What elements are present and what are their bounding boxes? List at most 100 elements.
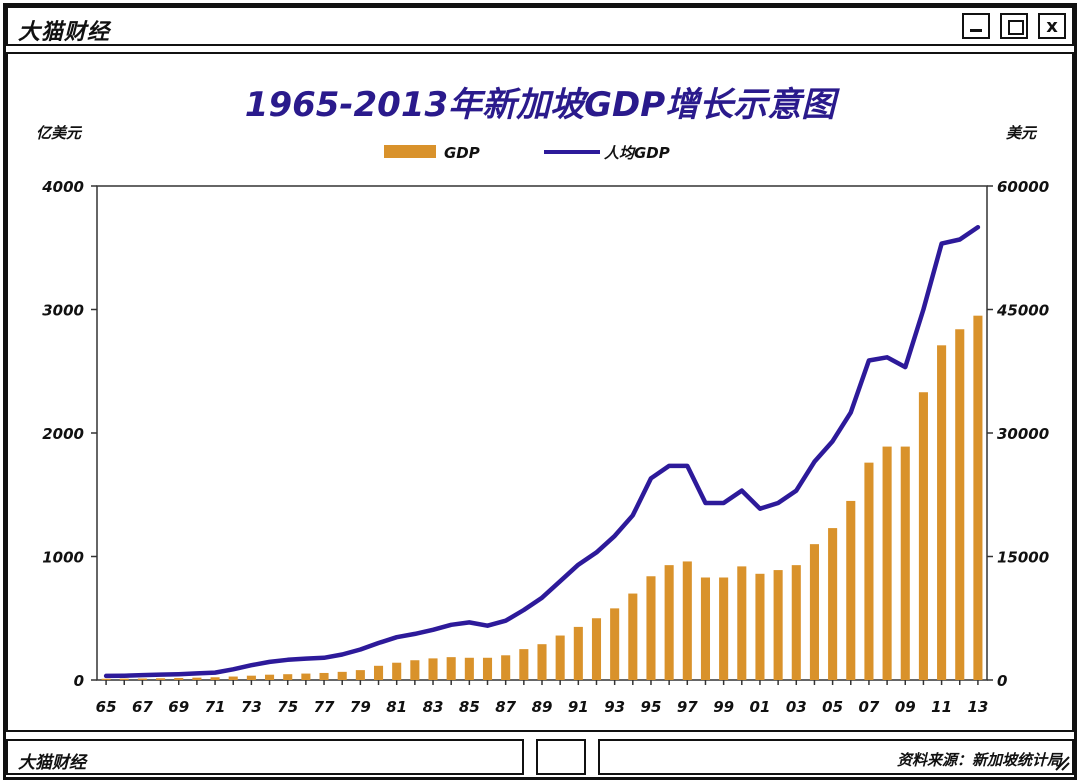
right-axis-tick-label: 60000 [997,178,1049,196]
gdp-bar [610,608,620,680]
close-button[interactable]: x [1038,13,1066,39]
footer-middle-panel [536,739,586,775]
per-capita-gdp-line [103,224,981,679]
gdp-bar [828,528,838,680]
gdp-bar [283,674,293,680]
gdp-bar [373,665,384,680]
gdp-bar [537,644,547,680]
x-axis-tick-label: 71 [205,698,226,716]
gdp-bar [937,345,947,680]
gdp-bar [864,462,874,680]
window-titlebar: 大猫财经 x [6,6,1074,46]
gdp-bar [737,566,747,680]
x-axis-tick-label: 99 [713,698,734,716]
gdp-bar [392,662,402,680]
right-axis-tick-label: 0 [997,672,1007,690]
gdp-bar [137,678,147,680]
gdp-bar [246,675,256,680]
left-axis-tick-label: 2000 [42,425,84,443]
legend-label-per-capita: 人均GDP [604,144,670,162]
gdp-bar [355,670,365,680]
gdp-bar [900,446,910,680]
x-axis-tick-label: 77 [314,698,335,716]
x-axis-tick-label: 89 [532,698,553,716]
gdp-bar [591,618,602,680]
x-axis-tick-label: 85 [459,698,480,716]
gdp-bar [973,315,983,680]
x-axis-tick-label: 65 [96,698,117,716]
maximize-button[interactable] [1000,13,1028,39]
gdp-bar [156,678,166,680]
chart: 1965-2013年新加坡GDP增长示意图 亿美元 美元 GDP 人均GDP 0… [36,85,1049,716]
right-axis-tick-label: 15000 [997,549,1049,567]
maximize-icon [1008,20,1024,35]
gdp-bar [319,672,329,680]
gdp-bar [301,673,311,680]
x-axis-tick-label: 75 [277,698,298,716]
gdp-bar [210,677,220,680]
minimize-icon [970,29,982,32]
right-axis-tick-label: 30000 [997,425,1049,443]
gdp-bar [882,446,892,680]
x-axis-tick-label: 09 [895,698,916,716]
x-axis-tick-label: 03 [786,698,807,716]
x-axis-tick-label: 79 [350,698,371,716]
x-axis-tick-label: 95 [641,698,662,716]
left-axis-tick-label: 1000 [42,549,84,567]
right-axis-tick-label: 45000 [996,302,1049,320]
right-axis-unit: 美元 [1006,124,1038,142]
x-axis-tick-label: 07 [859,698,880,716]
gdp-bar [228,676,238,680]
left-axis-tick-label: 4000 [41,178,84,196]
gdp-bar [446,657,456,680]
x-axis-tick-label: 67 [132,698,153,716]
gdp-bar [918,392,928,680]
gdp-bar [464,657,474,680]
gdp-bar [428,658,438,680]
window-title: 大猫财经 [18,20,111,45]
gdp-bar [265,674,275,680]
gdp-bar [192,677,202,680]
gdp-bar [101,678,111,680]
gdp-bar [410,660,420,680]
gdp-bar [846,500,856,680]
gdp-bar [664,565,674,680]
x-axis-tick-label: 01 [750,698,771,716]
gdp-bar [809,544,819,680]
chart-panel: 1965-2013年新加坡GDP增长示意图 亿美元 美元 GDP 人均GDP 0… [6,52,1074,732]
gdp-bar [773,570,783,680]
gdp-bar [482,657,493,680]
gdp-bar [174,678,184,680]
x-axis-tick-label: 83 [423,698,444,716]
x-axis-tick-label: 05 [822,698,843,716]
resize-grip-icon[interactable] [1052,753,1070,771]
x-axis-tick-label: 11 [931,698,952,716]
gdp-bar [646,576,656,680]
x-axis-tick-label: 81 [386,698,407,716]
gdp-bar [955,329,965,680]
gdp-bar [337,671,347,680]
footer-brand: 大猫财经 [18,753,86,773]
left-axis-unit: 亿美元 [36,124,83,142]
gdp-bar [755,573,765,680]
minimize-button[interactable] [962,13,990,39]
gdp-bar [119,678,129,680]
x-axis-tick-label: 91 [568,698,589,716]
gdp-bar [682,561,692,680]
gdp-bar [791,565,801,680]
left-axis-tick-label: 0 [74,672,84,690]
x-axis-tick-label: 87 [495,698,516,716]
footer-right-panel: 资料来源：新加坡统计局 [598,739,1074,775]
x-axis-tick-label: 97 [677,698,698,716]
x-axis-tick-label: 69 [168,698,189,716]
gdp-bar [628,593,638,680]
gdp-bar [573,626,583,680]
gdp-bar [700,577,711,680]
left-axis-tick-label: 3000 [42,302,84,320]
legend-label-gdp: GDP [444,144,480,162]
footer-left-panel: 大猫财经 [6,739,524,775]
x-axis-tick-label: 13 [967,698,988,716]
x-axis-tick-label: 93 [604,698,625,716]
x-axis-tick-label: 73 [241,698,262,716]
gdp-bar [519,649,529,680]
